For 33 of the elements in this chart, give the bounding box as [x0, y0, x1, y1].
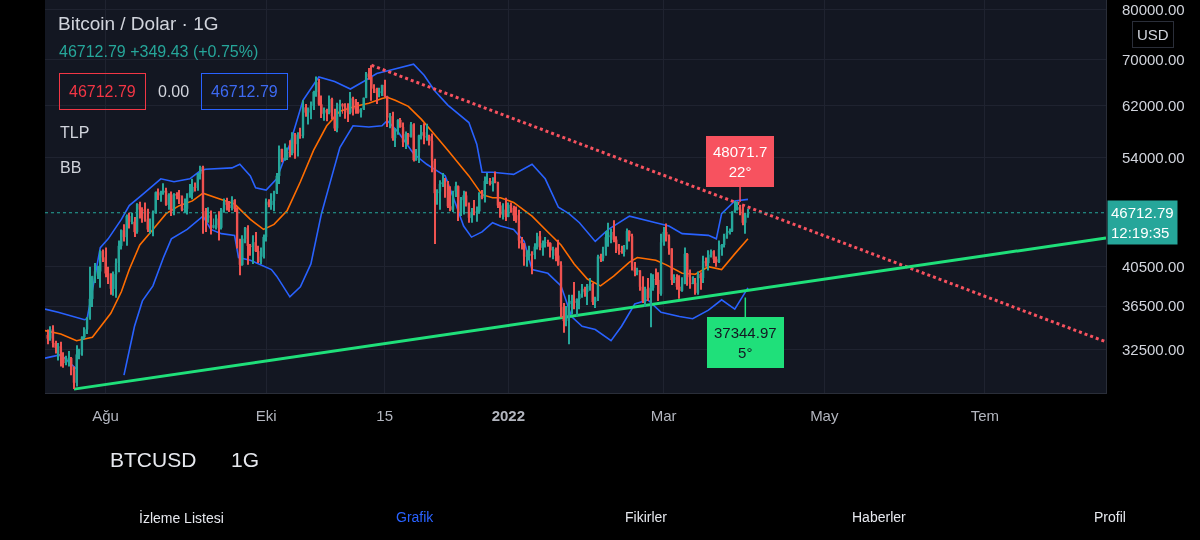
annotation: BB [60, 159, 82, 176]
y-tick-label: 80000.00 [1122, 0, 1185, 18]
y-tick-label: 62000.00 [1122, 96, 1185, 114]
text: BTCUSD [110, 448, 197, 471]
annotation: 37344.97 5° [714, 324, 777, 361]
text: Haberler [852, 509, 907, 525]
y-tick-label: 36500.00 [1122, 297, 1185, 315]
text: Profil [1094, 509, 1126, 525]
x-tick-label: Eki [255, 407, 277, 424]
x-tick-label: Tem [970, 407, 1000, 424]
text: 1G [231, 448, 260, 471]
x-tick-label: 15 [376, 407, 393, 424]
text: Fikirler [625, 509, 668, 525]
text: İzleme Listesi [139, 509, 224, 526]
annotation: 0.00 [158, 83, 190, 100]
text: Grafik [396, 509, 435, 525]
y-tick-label: 32500.00 [1122, 341, 1185, 359]
annotation: 46712.79 [211, 83, 278, 100]
x-tick-label: Mar [650, 407, 677, 424]
text: 46712.79 +349.43 (+0.75%) [59, 43, 259, 60]
x-tick-label: Ağu [92, 407, 119, 424]
text: Bitcoin / Dolar · 1G [58, 12, 219, 34]
annotation: 46712.79 [69, 83, 136, 100]
ref-line-label: 46712.79 12:19:35 [1111, 204, 1174, 241]
y-tick-label: 40500.00 [1122, 257, 1185, 275]
y-tick-label: 70000.00 [1122, 51, 1185, 69]
annotation: TLP [60, 124, 90, 141]
x-tick-label: 2022 [491, 407, 526, 424]
x-tick-label: May [810, 407, 839, 424]
candlestick [525, 250, 528, 267]
annotation: 48071.7 22° [713, 143, 768, 180]
text: USD [1137, 26, 1169, 43]
y-tick-label: 54000.00 [1122, 149, 1185, 167]
